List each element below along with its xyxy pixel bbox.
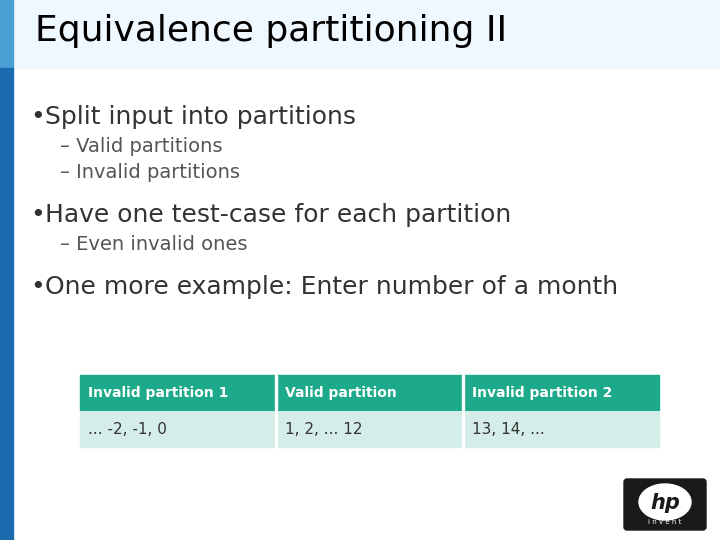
Text: •: • [30,203,45,227]
Text: •: • [30,105,45,129]
Text: – Valid partitions: – Valid partitions [60,137,222,156]
Text: i n v e n t: i n v e n t [648,519,682,525]
Bar [80,375,275,410]
Text: Invalid partition 2: Invalid partition 2 [472,386,613,400]
Text: Invalid partition 1: Invalid partition 1 [88,386,228,400]
Text: 13, 14, ...: 13, 14, ... [472,422,545,437]
Text: 1, 2, ... 12: 1, 2, ... 12 [285,422,362,437]
Bar [464,412,659,447]
Text: Valid partition: Valid partition [285,386,397,400]
Bar [275,412,277,447]
Text: – Even invalid ones: – Even invalid ones [60,235,248,254]
Bar [80,412,275,447]
Bar [13,0,720,68]
Bar [275,375,277,410]
Bar [462,375,464,410]
Bar [0,0,13,68]
FancyBboxPatch shape [624,479,706,530]
Text: •: • [30,275,45,299]
Text: hp: hp [650,493,680,513]
Bar [462,412,464,447]
Text: Have one test-case for each partition: Have one test-case for each partition [45,203,511,227]
Text: – Invalid partitions: – Invalid partitions [60,163,240,182]
Text: One more example: Enter number of a month: One more example: Enter number of a mont… [45,275,618,299]
Bar [464,375,659,410]
Bar [0,68,13,540]
Text: Equivalence partitioning II: Equivalence partitioning II [35,14,507,48]
Ellipse shape [639,484,691,520]
Bar [277,375,462,410]
Text: Split input into partitions: Split input into partitions [45,105,356,129]
Bar [277,412,462,447]
Text: ... -2, -1, 0: ... -2, -1, 0 [88,422,167,437]
